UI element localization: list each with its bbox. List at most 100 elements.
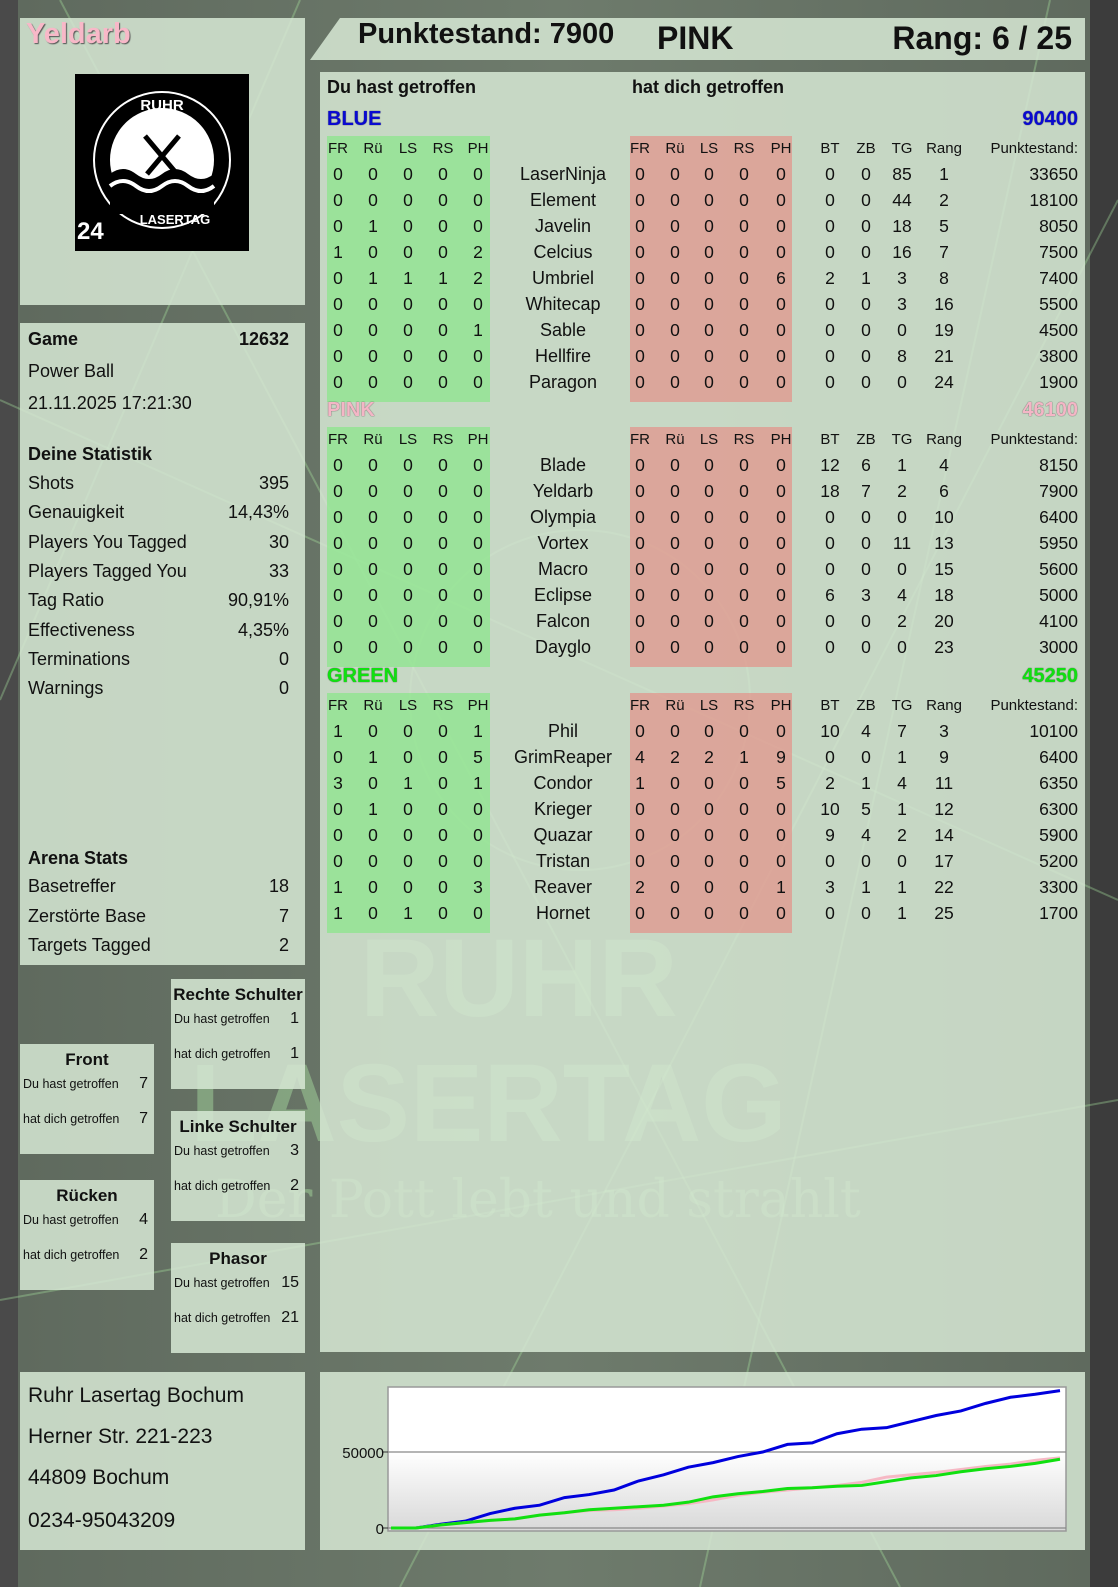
player-name: Celcius bbox=[533, 242, 593, 262]
stat-cell: 0 bbox=[776, 481, 786, 501]
stat-cell: 0 bbox=[368, 773, 378, 793]
stat-cell: 1 bbox=[473, 773, 483, 793]
stat-cell: 0 bbox=[635, 903, 645, 923]
stat-label: Effectiveness bbox=[28, 619, 135, 640]
stat-cell: 9 bbox=[939, 747, 949, 767]
stat-cell: 0 bbox=[670, 877, 680, 897]
logo-text-bottom: LASERTAG bbox=[140, 212, 211, 227]
stat-cell: 0 bbox=[739, 585, 749, 605]
stat-cell: 0 bbox=[635, 216, 645, 236]
stat-cell: 1 bbox=[939, 164, 949, 184]
stat-cell: 0 bbox=[403, 533, 413, 553]
stat-cell: 0 bbox=[670, 268, 680, 288]
stat-cell: 0 bbox=[704, 877, 714, 897]
stat-cell: 0 bbox=[704, 242, 714, 262]
stat-cell: 1 bbox=[403, 773, 413, 793]
stat-cell: 0 bbox=[670, 190, 680, 210]
stat-cell: 1 bbox=[897, 747, 907, 767]
stat-cell: 0 bbox=[635, 268, 645, 288]
column-header: Rü bbox=[363, 140, 383, 157]
stat-cell: 4 bbox=[897, 773, 907, 793]
stat-cell: 0 bbox=[473, 637, 483, 657]
stat-cell: 0 bbox=[776, 164, 786, 184]
stat-cell: 0 bbox=[825, 611, 835, 631]
stat-cell: 0 bbox=[368, 533, 378, 553]
stat-cell: 0 bbox=[403, 747, 413, 767]
stat-cell: 0 bbox=[438, 903, 448, 923]
column-header: RS bbox=[432, 697, 454, 714]
stat-cell: 1 bbox=[897, 455, 907, 475]
stat-cell: 2 bbox=[670, 747, 680, 767]
hit-you-background bbox=[630, 136, 792, 402]
stat-cell: 0 bbox=[739, 637, 749, 657]
stat-cell: 0 bbox=[473, 216, 483, 236]
column-header: TG bbox=[891, 140, 913, 157]
stat-cell: 0 bbox=[333, 216, 343, 236]
stat-cell: 9 bbox=[825, 825, 835, 845]
stat-cell: 5 bbox=[861, 799, 871, 819]
player-score: 18100 bbox=[1029, 190, 1078, 210]
stat-cell: 0 bbox=[473, 455, 483, 475]
stat-cell: 3 bbox=[939, 721, 949, 741]
player-score: 1900 bbox=[1039, 372, 1078, 392]
stat-cell: 0 bbox=[368, 190, 378, 210]
stat-cell: 0 bbox=[739, 481, 749, 501]
stat-cell: 4 bbox=[861, 721, 871, 741]
stat-cell: 0 bbox=[368, 320, 378, 340]
stat-cell: 0 bbox=[635, 559, 645, 579]
stat-cell: 0 bbox=[739, 242, 749, 262]
stat-cell: 0 bbox=[635, 611, 645, 631]
stat-cell: 0 bbox=[704, 637, 714, 657]
stat-cell: 0 bbox=[739, 533, 749, 553]
zone-hit-label: Du hast getroffen bbox=[174, 1012, 270, 1026]
stat-cell: 0 bbox=[739, 877, 749, 897]
column-header: PH bbox=[467, 697, 489, 714]
stat-cell: 0 bbox=[739, 721, 749, 741]
column-header: TG bbox=[891, 431, 913, 448]
stat-cell: 0 bbox=[776, 721, 786, 741]
stat-cell: 3 bbox=[473, 877, 483, 897]
stat-cell: 0 bbox=[403, 190, 413, 210]
stat-cell: 0 bbox=[635, 346, 645, 366]
column-header: TG bbox=[891, 697, 913, 714]
column-header: RS bbox=[432, 431, 454, 448]
zone-got-value: 21 bbox=[281, 1309, 299, 1326]
stat-cell: 1 bbox=[368, 799, 378, 819]
stat-cell: 0 bbox=[670, 481, 680, 501]
stat-cell: 0 bbox=[776, 455, 786, 475]
stat-cell: 0 bbox=[776, 242, 786, 262]
stat-value: 395 bbox=[258, 473, 289, 493]
stat-value: 4,35% bbox=[237, 619, 289, 640]
stat-cell: 0 bbox=[897, 851, 907, 871]
player-score: Punktestand: 7900 bbox=[358, 18, 615, 50]
stat-cell: 0 bbox=[739, 216, 749, 236]
stat-cell: 0 bbox=[368, 611, 378, 631]
stat-cell: 7 bbox=[897, 721, 907, 741]
stat-cell: 18 bbox=[820, 481, 840, 501]
zone-title: Front bbox=[65, 1050, 109, 1069]
player-name: Quazar bbox=[533, 825, 593, 845]
stat-cell: 0 bbox=[403, 346, 413, 366]
stat-cell: 3 bbox=[861, 585, 871, 605]
stat-cell: 0 bbox=[635, 721, 645, 741]
stat-cell: 0 bbox=[438, 799, 448, 819]
stat-cell: 0 bbox=[825, 507, 835, 527]
stat-cell: 0 bbox=[438, 851, 448, 871]
stat-cell: 0 bbox=[333, 346, 343, 366]
stat-cell: 0 bbox=[776, 190, 786, 210]
column-header: PH bbox=[467, 431, 489, 448]
stat-cell: 0 bbox=[825, 164, 835, 184]
stat-cell: 6 bbox=[939, 481, 949, 501]
stat-cell: 10 bbox=[934, 507, 954, 527]
stat-cell: 0 bbox=[704, 294, 714, 314]
stat-cell: 0 bbox=[776, 825, 786, 845]
zone-hit-label: Du hast getroffen bbox=[23, 1213, 119, 1227]
zone-title: Phasor bbox=[209, 1249, 267, 1268]
stat-cell: 1 bbox=[368, 268, 378, 288]
stat-cell: 0 bbox=[333, 268, 343, 288]
stat-cell: 0 bbox=[368, 455, 378, 475]
stat-cell: 44 bbox=[892, 190, 912, 210]
zone-got-label: hat dich getroffen bbox=[174, 1311, 271, 1325]
column-header: Punktestand: bbox=[990, 697, 1078, 714]
stat-cell: 0 bbox=[403, 216, 413, 236]
